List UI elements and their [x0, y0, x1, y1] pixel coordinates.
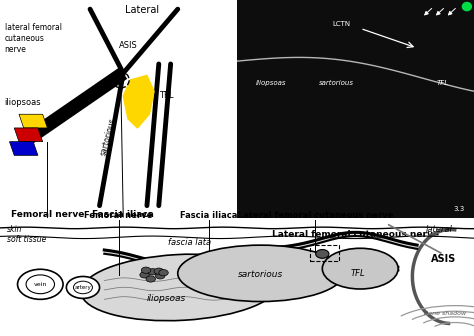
Circle shape	[140, 272, 149, 278]
Polygon shape	[123, 75, 154, 128]
Text: skin: skin	[7, 225, 22, 234]
Text: sartorious: sartorious	[319, 80, 354, 86]
Text: vein: vein	[34, 282, 47, 287]
Text: LCTN: LCTN	[333, 21, 351, 27]
Text: iliopsoas: iliopsoas	[256, 80, 286, 86]
Circle shape	[154, 268, 164, 274]
Text: Fascia iliaca: Fascia iliaca	[92, 210, 154, 219]
Text: Lateral femoral cutaneous nerve: Lateral femoral cutaneous nerve	[272, 230, 439, 240]
Circle shape	[26, 275, 55, 294]
Text: lateral femoral
cutaneous
nerve: lateral femoral cutaneous nerve	[5, 23, 62, 54]
Bar	[310, 245, 339, 261]
Text: ASIS: ASIS	[430, 254, 456, 264]
Circle shape	[462, 2, 472, 11]
Text: Femoral nerve: Femoral nerve	[84, 211, 153, 220]
Circle shape	[146, 276, 155, 282]
Ellipse shape	[81, 254, 279, 321]
Text: iliopsoas: iliopsoas	[5, 98, 41, 107]
Polygon shape	[19, 114, 47, 128]
Text: Bone shadow: Bone shadow	[425, 311, 466, 316]
Text: sartorious: sartorious	[99, 117, 117, 157]
Circle shape	[159, 269, 168, 276]
Text: TFL: TFL	[351, 269, 365, 278]
Text: fascia lata: fascia lata	[168, 238, 211, 247]
Text: 3.3: 3.3	[453, 206, 465, 212]
Circle shape	[148, 269, 157, 275]
Text: Lateral femoral cutaneous nerve: Lateral femoral cutaneous nerve	[237, 211, 393, 220]
Circle shape	[73, 281, 92, 294]
Text: iliopsoas: iliopsoas	[146, 294, 185, 303]
Circle shape	[155, 273, 165, 279]
Text: ASIS: ASIS	[118, 41, 137, 50]
Circle shape	[66, 277, 100, 298]
Text: Lateral: Lateral	[125, 5, 159, 14]
Polygon shape	[14, 128, 43, 142]
Circle shape	[316, 250, 329, 258]
Text: lateral: lateral	[426, 225, 453, 234]
Text: TFL: TFL	[437, 80, 449, 86]
Ellipse shape	[322, 248, 398, 289]
Circle shape	[18, 269, 63, 299]
Text: TFL: TFL	[159, 91, 173, 100]
Text: sartorious: sartorious	[238, 270, 283, 280]
Text: Fascia iliaca: Fascia iliaca	[180, 211, 237, 220]
Ellipse shape	[178, 245, 344, 301]
Circle shape	[141, 267, 151, 274]
Polygon shape	[9, 142, 38, 155]
Text: Femoral nerve: Femoral nerve	[11, 210, 84, 219]
Text: soft tissue: soft tissue	[7, 235, 46, 244]
Text: artery: artery	[74, 285, 91, 290]
